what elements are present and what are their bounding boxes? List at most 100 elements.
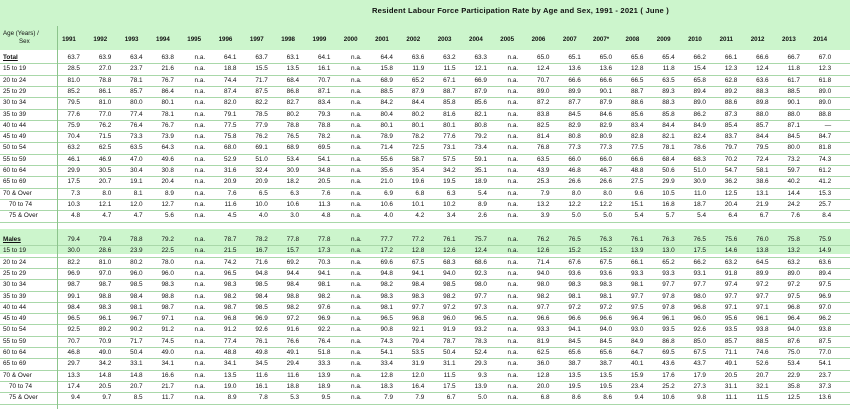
- table-cell: n.a.: [507, 394, 519, 402]
- table-row: 70 to 74 10.3 12.1 12.0 12.7 n.a. 11.6 10.0 10.6…: [0, 199, 850, 210]
- table-cell: 64.3: [161, 144, 174, 152]
- table-cell: 23.7: [130, 65, 143, 73]
- table-cell: 84.6: [599, 110, 613, 118]
- table-cell: 13.6: [599, 65, 613, 73]
- table-cell: 71.7: [255, 76, 268, 84]
- table-cell: 93.6: [599, 269, 613, 277]
- table-cell: 8.9: [165, 189, 174, 197]
- table-cell: 15.4: [693, 65, 706, 73]
- table-cell: n.a.: [507, 200, 519, 208]
- table-cell: 76.2: [98, 121, 112, 129]
- table-cell: 80.1: [161, 99, 174, 107]
- table-cell: 80.2: [130, 258, 143, 266]
- table-cell: 63.5: [662, 76, 675, 84]
- table-cell: n.a.: [351, 110, 362, 118]
- table-cell: 5.0: [571, 212, 581, 220]
- table-cell: 82.2: [67, 258, 80, 266]
- table-cell: 70.2: [724, 155, 738, 163]
- table-cell: 8.1: [133, 189, 143, 197]
- table-cell: 9.5: [321, 394, 331, 402]
- table-cell: 89.4: [818, 269, 832, 277]
- table-cell: 19.5: [443, 178, 456, 186]
- table-cell: 29.9: [662, 178, 675, 186]
- table-cell: 82.4: [693, 133, 706, 141]
- row-label: 15 to 19: [3, 65, 27, 73]
- table-cell: 96.9: [255, 315, 268, 323]
- table-cell: 89.3: [662, 87, 675, 95]
- table-cell: 77.9: [255, 121, 268, 129]
- table-cell: 80.8: [568, 133, 581, 141]
- row-divider: [0, 324, 850, 326]
- table-cell: 98.4: [255, 292, 268, 300]
- row-divider: [0, 358, 850, 360]
- table-cell: 3.0: [290, 212, 300, 220]
- table-cell: 98.7: [224, 303, 237, 311]
- table-cell: 24.2: [787, 200, 800, 208]
- table-cell: 4.5: [227, 212, 237, 220]
- table-cell: 77.7: [380, 236, 393, 243]
- table-cell: 98.1: [317, 281, 331, 289]
- table-cell: 81.9: [537, 337, 550, 345]
- table-cell: 5.0: [603, 212, 613, 220]
- table-cell: 16.1: [255, 382, 268, 390]
- row-divider: [0, 267, 850, 269]
- table-cell: 82.1: [662, 133, 675, 141]
- table-cell: 20.4: [161, 178, 174, 186]
- table-cell: 88.7: [630, 87, 644, 95]
- row-label: 40 to 44: [3, 303, 27, 311]
- table-cell: n.a.: [351, 315, 362, 323]
- year-header: 2000: [343, 36, 358, 43]
- table-cell: 89.9: [568, 87, 581, 95]
- table-cell: 30.8: [161, 167, 174, 174]
- table-cell: 63.2: [67, 144, 80, 152]
- row-label: 60 to 64: [3, 349, 27, 356]
- table-cell: 94.8: [255, 269, 268, 277]
- table-cell: 81.0: [67, 76, 80, 84]
- table-cell: 13.9: [317, 371, 331, 379]
- table-cell: 96.9: [317, 315, 331, 323]
- table-cell: 41.2: [818, 178, 832, 186]
- table-cell: 96.1: [98, 315, 112, 323]
- year-header: 2009: [656, 36, 671, 43]
- table-cell: 66.1: [630, 258, 644, 266]
- table-cell: 96.6: [537, 315, 550, 323]
- table-cell: 64.7: [630, 349, 644, 356]
- table-cell: 10.3: [67, 200, 80, 208]
- year-header: 1998: [281, 36, 295, 43]
- table-cell: 8.6: [603, 394, 613, 402]
- table-cell: n.a.: [194, 110, 206, 118]
- table-cell: 81.0: [98, 258, 112, 266]
- table-cell: 52.6: [756, 360, 769, 368]
- table-cell: n.a.: [194, 65, 206, 73]
- table-cell: 84.4: [662, 121, 675, 129]
- table-cell: 85.7: [724, 337, 738, 345]
- table-cell: 6.8: [540, 394, 550, 402]
- table-cell: 63.2: [787, 258, 800, 266]
- table-cell: 13.0: [662, 247, 675, 255]
- year-header: 1991: [62, 36, 76, 43]
- table-cell: 20.7: [756, 371, 769, 379]
- table-cell: 18.9: [317, 382, 331, 390]
- table-cell: 98.8: [161, 292, 174, 300]
- table-cell: 82.9: [568, 121, 581, 129]
- table-cell: 77.2: [411, 236, 425, 243]
- table-row: 75 & Over 9.4 9.7 8.5 11.7 n.a. 8.9 7.8 5.3 9.5 n.…: [0, 392, 850, 403]
- table-cell: 23.9: [130, 247, 143, 255]
- table-cell: 76.6: [286, 337, 300, 345]
- table-cell: 77.4: [130, 110, 143, 118]
- table-cell: 77.8: [286, 236, 300, 243]
- table-cell: 79.3: [317, 110, 331, 118]
- table-cell: 74.2: [224, 258, 237, 266]
- table-cell: 87.4: [224, 87, 237, 95]
- label-column-divider: [57, 26, 58, 409]
- table-cell: n.a.: [351, 212, 362, 220]
- table-cell: n.a.: [507, 189, 519, 197]
- table-cell: 76.8: [537, 144, 550, 152]
- table-cell: 61.8: [818, 76, 832, 84]
- table-cell: 8.5: [133, 394, 143, 402]
- table-cell: 84.9: [693, 121, 706, 129]
- table-cell: 78.2: [411, 133, 425, 141]
- table-row: 15 to 19 28.5 27.0 23.7 21.6 n.a. 18.8 15.5 13.5…: [0, 63, 850, 74]
- table-cell: 53.4: [286, 155, 300, 163]
- table-cell: n.a.: [194, 371, 206, 379]
